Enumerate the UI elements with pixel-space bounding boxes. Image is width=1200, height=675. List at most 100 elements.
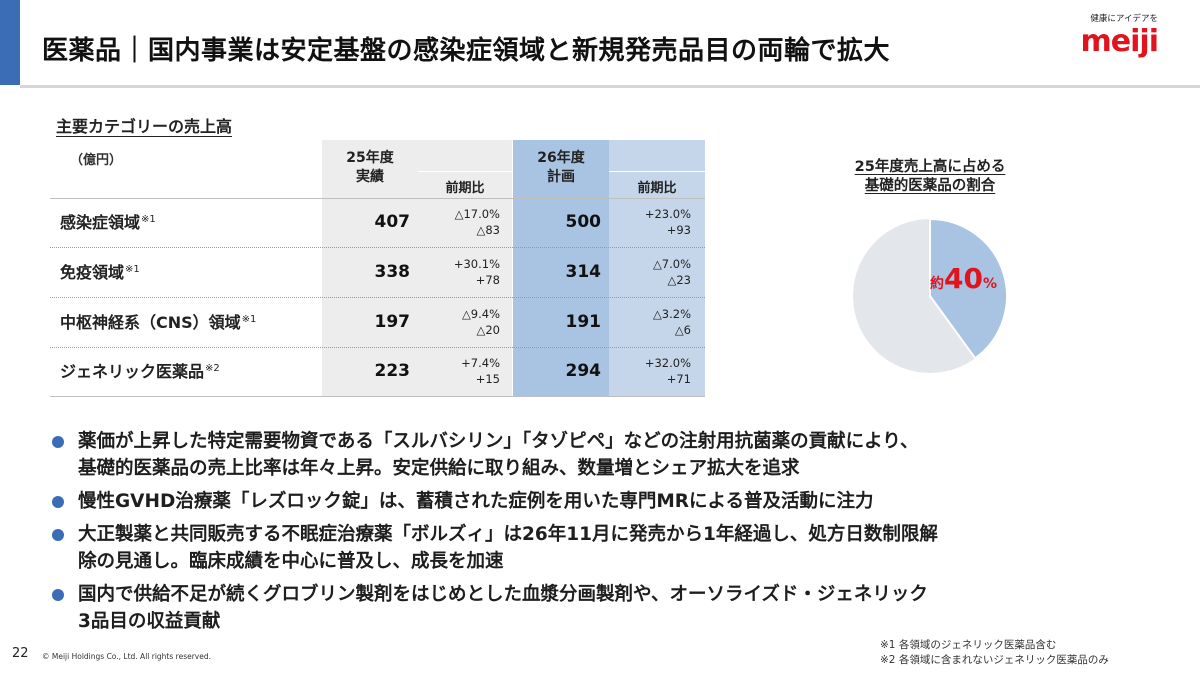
row-divider [50,347,705,348]
header-divider [20,85,1200,88]
fy26-change: △7.0% △23 [609,256,691,288]
header-fy26-change: 前期比 [637,181,677,196]
fy26-change: +23.0% +93 [609,206,691,238]
header-fy25-year: 25年度 [346,150,394,166]
category-label: ジェネリック医薬品 [60,362,205,381]
fy25-change: +7.4% +15 [418,355,500,387]
bullet-item: 国内で供給不足が続くグロブリン製剤をはじめとした血漿分画製剤や、オーソライズド・… [50,581,1130,635]
category-label: 感染症領域 [60,213,141,232]
fy26-change-percent: +32.0% [644,356,691,370]
header-fy26-year: 26年度 [537,150,585,166]
bullet-list: 薬価が上昇した特定需要物資である「スルバシリン」「タゾピペ」などの注射用抗菌薬の… [50,428,1130,641]
bullet-dot-icon [52,589,64,601]
pie-title-line2: 基礎的医薬品の割合 [864,178,996,194]
bullet-line: 慢性GVHD治療薬「レズロック錠」は、蓄積された症例を用いた専門MRによる普及活… [78,491,874,512]
header-bottom-rule [50,198,705,199]
table-bottom-rule [50,396,705,397]
bullet-line: 基礎的医薬品の売上比率は年々上昇。安定供給に取り組み、数量増とシェア拡大を追求 [78,458,800,479]
fy25-change-amount: +78 [475,273,500,287]
fy26-change-amount: △23 [667,273,691,287]
bullet-item: 薬価が上昇した特定需要物資である「スルバシリン」「タゾピペ」などの注射用抗菌薬の… [50,428,1130,482]
fy26-change: +32.0% +71 [609,355,691,387]
pie-label-prefix: 約 [930,276,944,292]
header-fy25-change: 前期比 [445,181,485,196]
bullet-item: 大正製薬と共同販売する不眠症治療薬「ボルズィ」は26年11月に発売から1年経過し… [50,521,1130,575]
header-fy25-actual: 実績 [356,169,384,185]
fy26-change-amount: +93 [666,223,691,237]
bullet-line: 国内で供給不足が続くグロブリン製剤をはじめとした血漿分画製剤や、オーソライズド・… [78,584,928,605]
bullet-dot-icon [52,436,64,448]
fy25-value: 197 [374,312,411,332]
table-unit: （億円） [70,153,123,168]
sales-table: （億円） 25年度 実績 前期比 26年度 計画 前期比 感染症領域※1 407… [50,140,705,398]
fy26-change: △3.2% △6 [609,306,691,338]
fy26-change-percent: △7.0% [652,257,691,271]
fy26-value: 294 [565,361,602,381]
fy26-value: 314 [565,262,602,282]
fy25-change: +30.1% +78 [418,256,500,288]
fy25-change: △9.4% △20 [418,306,500,338]
row-category: 感染症領域※1 [60,209,156,233]
fy25-subheader-rule [418,171,512,172]
row-category: ジェネリック医薬品※2 [60,358,220,382]
row-category: 免疫領域※1 [60,259,140,283]
row-divider [50,297,705,298]
fy25-value: 407 [374,212,411,232]
meiji-logo: 健康にアイデアを meiji [1068,12,1159,60]
fy26-change-percent: +23.0% [644,207,691,221]
fy25-value: 223 [374,361,411,381]
fy25-change-percent: △17.0% [454,207,500,221]
fy25-change-percent: +7.4% [461,356,500,370]
footnote-2: ※2 各領域に含まれないジェネリック医薬品のみ [880,654,1109,666]
footnote-marker: ※1 [241,314,257,325]
row-category: 中枢神経系（CNS）領域※1 [60,309,256,333]
fy25-change-amount: +15 [475,372,500,386]
row-divider [50,247,705,248]
pie-share-label: 約40% [930,262,997,295]
category-label: 中枢神経系（CNS）領域 [60,313,241,332]
copyright-text: © Meiji Holdings Co., Ltd. All rights re… [42,652,211,661]
page-title: 医薬品｜国内事業は安定基盤の感染症領域と新規発売品目の両輪で拡大 [42,36,891,66]
bullet-item: 慢性GVHD治療薬「レズロック錠」は、蓄積された症例を用いた専門MRによる普及活… [50,488,1130,515]
fy25-change-percent: △9.4% [461,307,500,321]
bullet-dot-icon [52,496,64,508]
pie-slice-basic-drugs [929,219,1007,360]
footnote-marker: ※1 [141,214,156,225]
page-number: 22 [12,646,29,661]
fy26-value: 500 [565,212,602,232]
fy26-plan-column-background [513,140,609,396]
pie-label-unit: % [982,276,997,292]
bullet-line: 3品目の収益貢献 [78,611,221,632]
bullet-dot-icon [52,529,64,541]
fy26-change-percent: △3.2% [652,307,691,321]
fy25-column-background [322,140,512,396]
fy25-value: 338 [374,262,411,282]
footnote-1: ※1 各領域のジェネリック医薬品含む [880,639,1057,651]
share-pie-chart [853,219,1007,373]
footnote-marker: ※1 [125,264,140,275]
header-fy25: 25年度 実績 [322,149,418,187]
fy26-change-amount: +71 [666,372,691,386]
bullet-line: 除の見通し。臨床成績を中心に普及し、成長を加速 [78,551,504,572]
title-accent-bar [0,0,20,85]
fy25-change: △17.0% △83 [418,206,500,238]
pie-title-line1: 25年度売上高に占める [854,159,1006,175]
pie-title: 25年度売上高に占める 基礎的医薬品の割合 [820,158,1040,196]
header-fy26: 26年度 計画 [513,149,609,187]
fy25-change-amount: △20 [476,323,500,337]
category-label: 免疫領域 [60,263,125,282]
bullet-line: 薬価が上昇した特定需要物資である「スルバシリン」「タゾピペ」などの注射用抗菌薬の… [78,431,919,452]
header-fy26-plan: 計画 [547,169,575,185]
logo-tagline: 健康にアイデアを [1090,14,1158,24]
table-title: 主要カテゴリーの売上高 [56,117,233,136]
fy25-change-amount: △83 [476,223,500,237]
pie-label-value: 40 [944,262,983,295]
footnotes: ※1 各領域のジェネリック医薬品含む ※2 各領域に含まれないジェネリック医薬品… [880,638,1109,668]
fy26-value: 191 [565,312,602,332]
bullet-line: 大正製薬と共同販売する不眠症治療薬「ボルズィ」は26年11月に発売から1年経過し… [78,524,938,545]
fy26-change-amount: △6 [674,323,691,337]
footnote-marker: ※2 [205,363,220,374]
logo-wordmark: meiji [1080,24,1159,59]
fy26-subheader-rule [609,171,705,172]
fy25-change-percent: +30.1% [453,257,500,271]
